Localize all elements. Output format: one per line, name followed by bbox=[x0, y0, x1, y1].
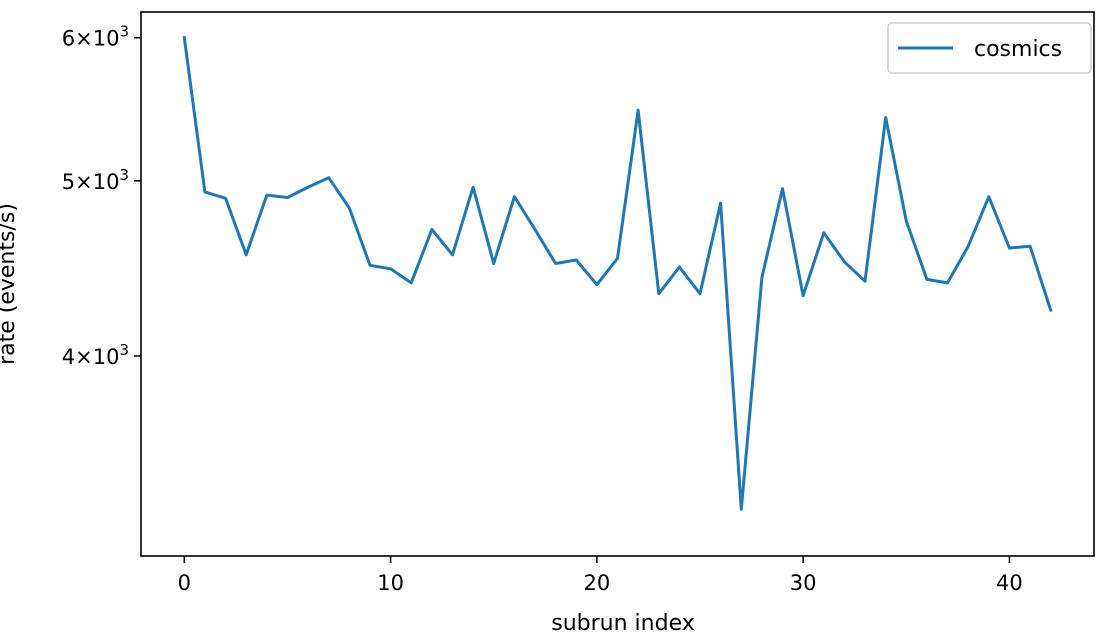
x-axis-label: subrun index bbox=[551, 611, 694, 636]
y-tick-label: 5×103 bbox=[62, 166, 129, 194]
legend: cosmics bbox=[887, 22, 1092, 74]
y-axis-ticks: 4×103 5×103 6×103 bbox=[62, 23, 141, 369]
x-tick-label: 40 bbox=[996, 571, 1023, 595]
x-tick-label: 10 bbox=[377, 571, 404, 595]
x-tick-label: 0 bbox=[178, 571, 191, 595]
series-layer bbox=[182, 36, 1053, 511]
y-tick-label: 6×103 bbox=[62, 23, 129, 51]
y-tick-label: 4×103 bbox=[62, 341, 129, 369]
legend-box bbox=[887, 22, 1092, 74]
x-tick-label: 20 bbox=[584, 571, 611, 595]
x-tick-label: 30 bbox=[790, 571, 817, 595]
axes-frame bbox=[140, 11, 1095, 557]
x-axis-ticks: 0 10 20 30 40 bbox=[178, 556, 1023, 595]
legend-label-cosmics: cosmics bbox=[974, 37, 1062, 62]
series-line-cosmics bbox=[182, 36, 1053, 511]
plot-area: 0 10 20 30 40 4×103 5×103 6×103 bbox=[62, 11, 1095, 595]
y-axis-label: rate (events/s) bbox=[0, 203, 20, 365]
